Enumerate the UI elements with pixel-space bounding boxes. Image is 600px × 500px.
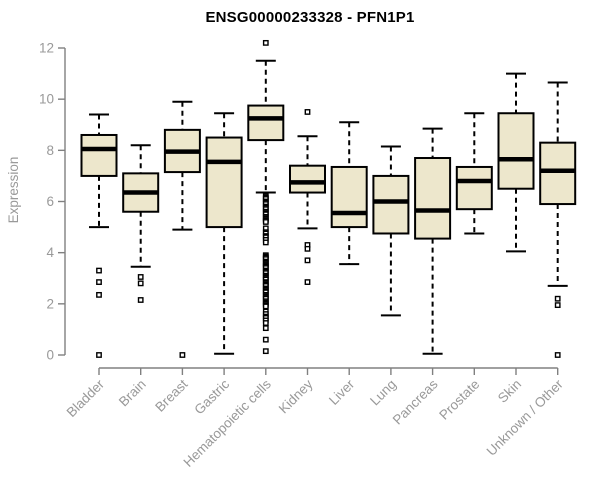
x-tick-label-unknown-other: Unknown / Other (484, 376, 567, 459)
x-tick-label-prostate: Prostate (436, 377, 482, 423)
boxplot-lung (372, 145, 410, 317)
y-tick-label: 6 (46, 194, 54, 209)
boxplot-gastric (205, 112, 243, 355)
iqr-box (372, 174, 410, 235)
y-axis: 0 2 4 6 8 10 12 (39, 41, 66, 363)
boxplot-breast (163, 100, 201, 358)
outlier-point (137, 274, 144, 280)
iqr-box (289, 164, 326, 194)
outlier-point (262, 239, 269, 246)
iqr-box (80, 133, 118, 177)
y-tick-label: 2 (46, 296, 54, 311)
boxplot-skin (497, 72, 535, 253)
outlier-point (554, 302, 561, 309)
boxplot-pancreas (414, 127, 452, 355)
outlier-point (554, 352, 561, 358)
y-tick-label: 0 (46, 348, 54, 363)
chart-title: ENSG00000233328 - PFN1P1 (205, 9, 415, 26)
outlier-point (262, 348, 269, 355)
outlier-point (304, 245, 311, 252)
boxplot-prostate (455, 112, 493, 235)
x-tick-label-lung: Lung (367, 377, 399, 409)
iqr-box (247, 104, 285, 142)
outlier-point (262, 219, 269, 225)
boxplot-liver (330, 121, 368, 266)
outlier-point (262, 336, 269, 343)
outlier-point (179, 352, 186, 358)
outlier-point (262, 39, 269, 46)
x-tick-label-bladder: Bladder (64, 376, 108, 420)
outlier-point (262, 325, 269, 332)
boxplot-hematopoietic-cells (247, 39, 285, 355)
boxplot-kidney (289, 109, 326, 285)
boxplot-bladder (80, 113, 118, 358)
outlier-point (137, 297, 144, 303)
iqr-box (539, 141, 577, 206)
boxplot-unknown-other (539, 81, 577, 358)
iqr-box (455, 165, 493, 211)
x-tick-label-liver: Liver (326, 376, 358, 408)
x-tick-label-breast: Breast (152, 376, 190, 414)
outlier-point (304, 109, 311, 115)
outlier-point (554, 295, 561, 302)
iqr-box (497, 112, 535, 190)
y-tick-label: 10 (39, 92, 54, 107)
outlier-point (304, 279, 311, 285)
outlier-point (96, 291, 102, 298)
x-tick-label-gastric: Gastric (191, 376, 232, 417)
x-tick-label-pancreas: Pancreas (390, 376, 441, 427)
y-tick-label: 12 (39, 41, 54, 56)
x-tick-label-kidney: Kidney (276, 376, 316, 416)
boxplot-brain (122, 144, 160, 303)
outlier-point (96, 352, 102, 358)
x-tick-label-skin: Skin (495, 377, 524, 406)
outlier-point (96, 267, 102, 274)
outlier-point (96, 279, 102, 285)
outlier-point (262, 320, 269, 326)
outlier-point (304, 257, 311, 264)
iqr-box (330, 165, 368, 229)
outlier-point (262, 303, 269, 310)
y-tick-label: 4 (46, 245, 54, 260)
iqr-box (414, 157, 452, 240)
x-tick-label-brain: Brain (116, 377, 149, 410)
outlier-point (137, 280, 144, 287)
iqr-box (205, 136, 243, 229)
y-tick-label: 8 (46, 143, 54, 158)
